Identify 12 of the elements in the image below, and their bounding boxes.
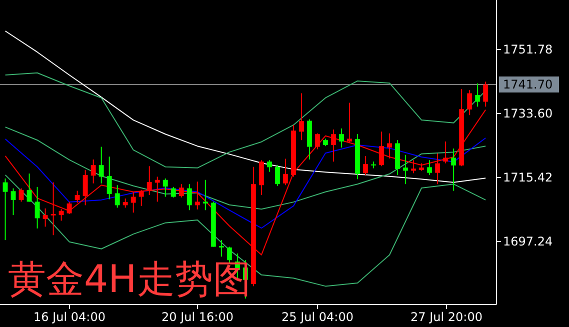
line-series — [4, 137, 486, 229]
line-series — [4, 109, 486, 256]
y-tick-label: 1733.60 — [503, 106, 553, 120]
y-tick-label: 1697.24 — [503, 234, 553, 248]
x-tick-label: 27 Jul 20:00 — [410, 310, 482, 324]
x-tick-label: 16 Jul 04:00 — [34, 310, 106, 324]
line-series — [4, 126, 486, 210]
y-tick-label: 1751.78 — [503, 42, 553, 56]
x-tick-label: 20 Jul 16:00 — [162, 310, 234, 324]
x-tick-label: 25 Jul 04:00 — [282, 310, 354, 324]
ref-line-label: 1741.70 — [503, 77, 553, 92]
y-tick-label: 1715.42 — [503, 170, 553, 184]
